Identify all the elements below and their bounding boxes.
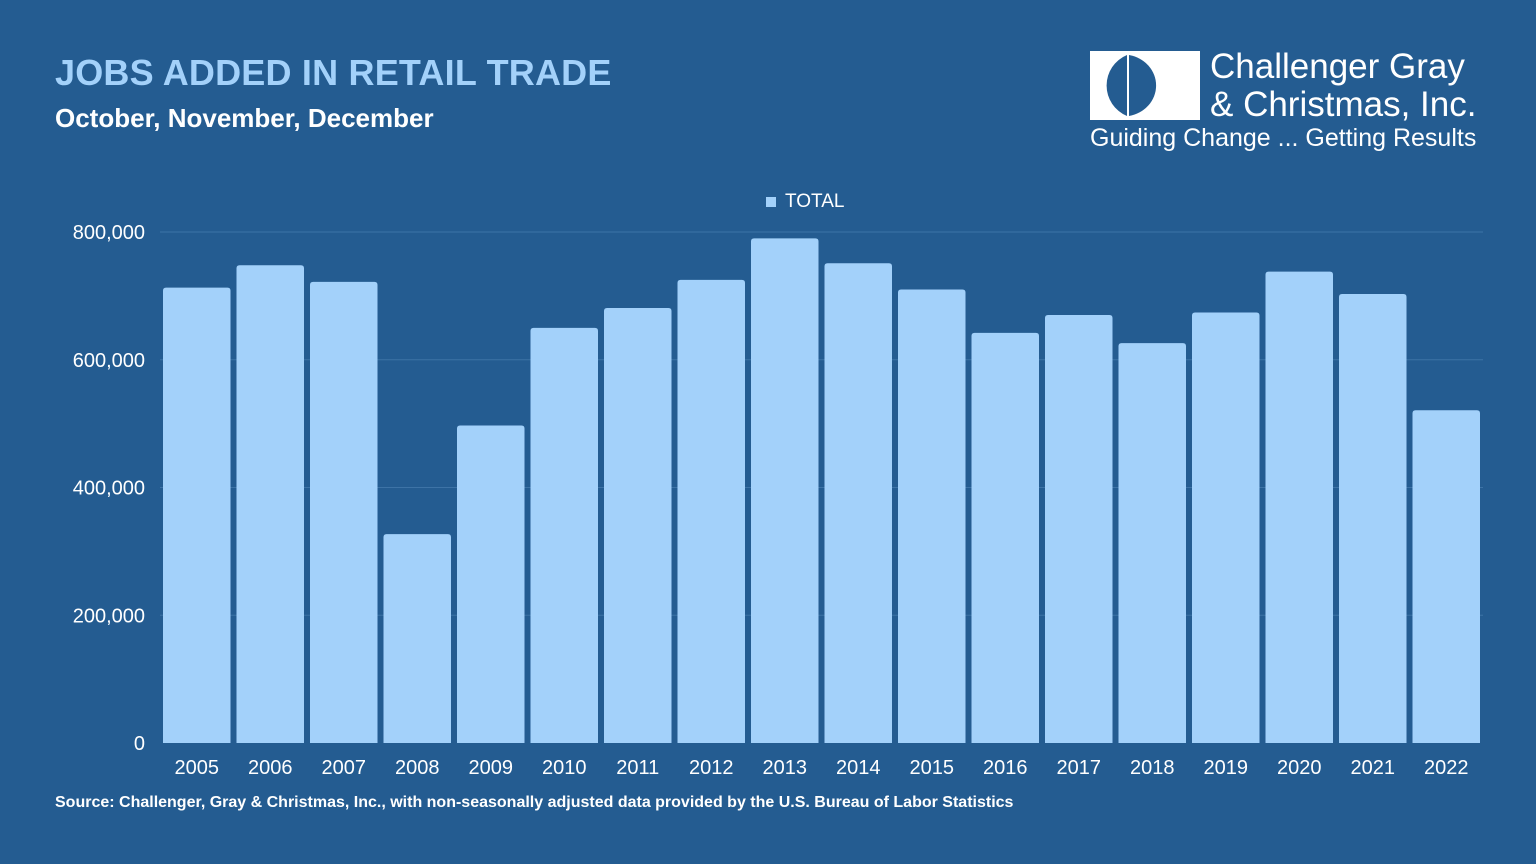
legend-swatch — [766, 197, 776, 207]
x-tick-label: 2011 — [616, 757, 659, 779]
bar — [383, 534, 451, 743]
x-tick-label: 2018 — [1130, 757, 1175, 779]
x-tick-label: 2006 — [248, 757, 293, 779]
x-tick-label: 2013 — [763, 757, 808, 779]
bar — [751, 238, 819, 743]
x-tick-label: 2014 — [836, 757, 881, 779]
chart-subtitle: October, November, December — [55, 103, 434, 133]
bar — [971, 332, 1039, 743]
bar — [1118, 343, 1186, 743]
bar — [898, 289, 966, 743]
x-tick-label: 2012 — [689, 757, 734, 779]
x-tick-label: 2016 — [983, 757, 1028, 779]
y-tick-label: 0 — [134, 733, 145, 755]
y-tick-label: 200,000 — [73, 605, 145, 627]
x-tick-label: 2017 — [1057, 757, 1102, 779]
x-tick-label: 2005 — [175, 757, 220, 779]
y-tick-label: 600,000 — [73, 350, 145, 372]
x-tick-label: 2009 — [469, 757, 514, 779]
source-note: Source: Challenger, Gray & Christmas, In… — [55, 794, 1014, 811]
y-tick-label: 400,000 — [73, 478, 145, 500]
bar — [530, 327, 598, 743]
company-logo: Challenger Gray & Christmas, Inc. Guidin… — [1090, 48, 1490, 158]
bar — [310, 281, 378, 743]
chart-title: JOBS ADDED IN RETAIL TRADE — [55, 52, 612, 93]
bar — [1412, 410, 1480, 743]
x-tick-label: 2022 — [1424, 757, 1469, 779]
bar — [677, 279, 745, 743]
bar — [1339, 293, 1407, 743]
x-tick-label: 2019 — [1204, 757, 1249, 779]
x-tick-label: 2020 — [1277, 757, 1322, 779]
x-tick-label: 2007 — [322, 757, 367, 779]
x-tick-label: 2021 — [1351, 757, 1396, 779]
bar — [1045, 315, 1113, 743]
x-tick-label: 2008 — [395, 757, 440, 779]
logo-name-line2: & Christmas, Inc. — [1210, 85, 1477, 124]
y-tick-label: 800,000 — [73, 222, 145, 244]
legend-label: TOTAL — [785, 191, 845, 212]
bar — [236, 265, 304, 743]
logo-mark-icon — [1090, 51, 1200, 120]
bar — [1192, 312, 1260, 743]
bar — [824, 263, 892, 743]
x-tick-label: 2015 — [910, 757, 955, 779]
logo-tagline: Guiding Change ... Getting Results — [1090, 124, 1477, 152]
bar — [163, 287, 231, 743]
bar — [604, 308, 672, 743]
bar — [1265, 271, 1333, 743]
logo-name-line1: Challenger Gray — [1210, 47, 1465, 86]
logo-company-name: Challenger Gray & Christmas, Inc. — [1210, 48, 1476, 124]
chart-legend: TOTAL — [766, 190, 844, 214]
bar — [457, 425, 525, 743]
x-tick-label: 2010 — [542, 757, 587, 779]
